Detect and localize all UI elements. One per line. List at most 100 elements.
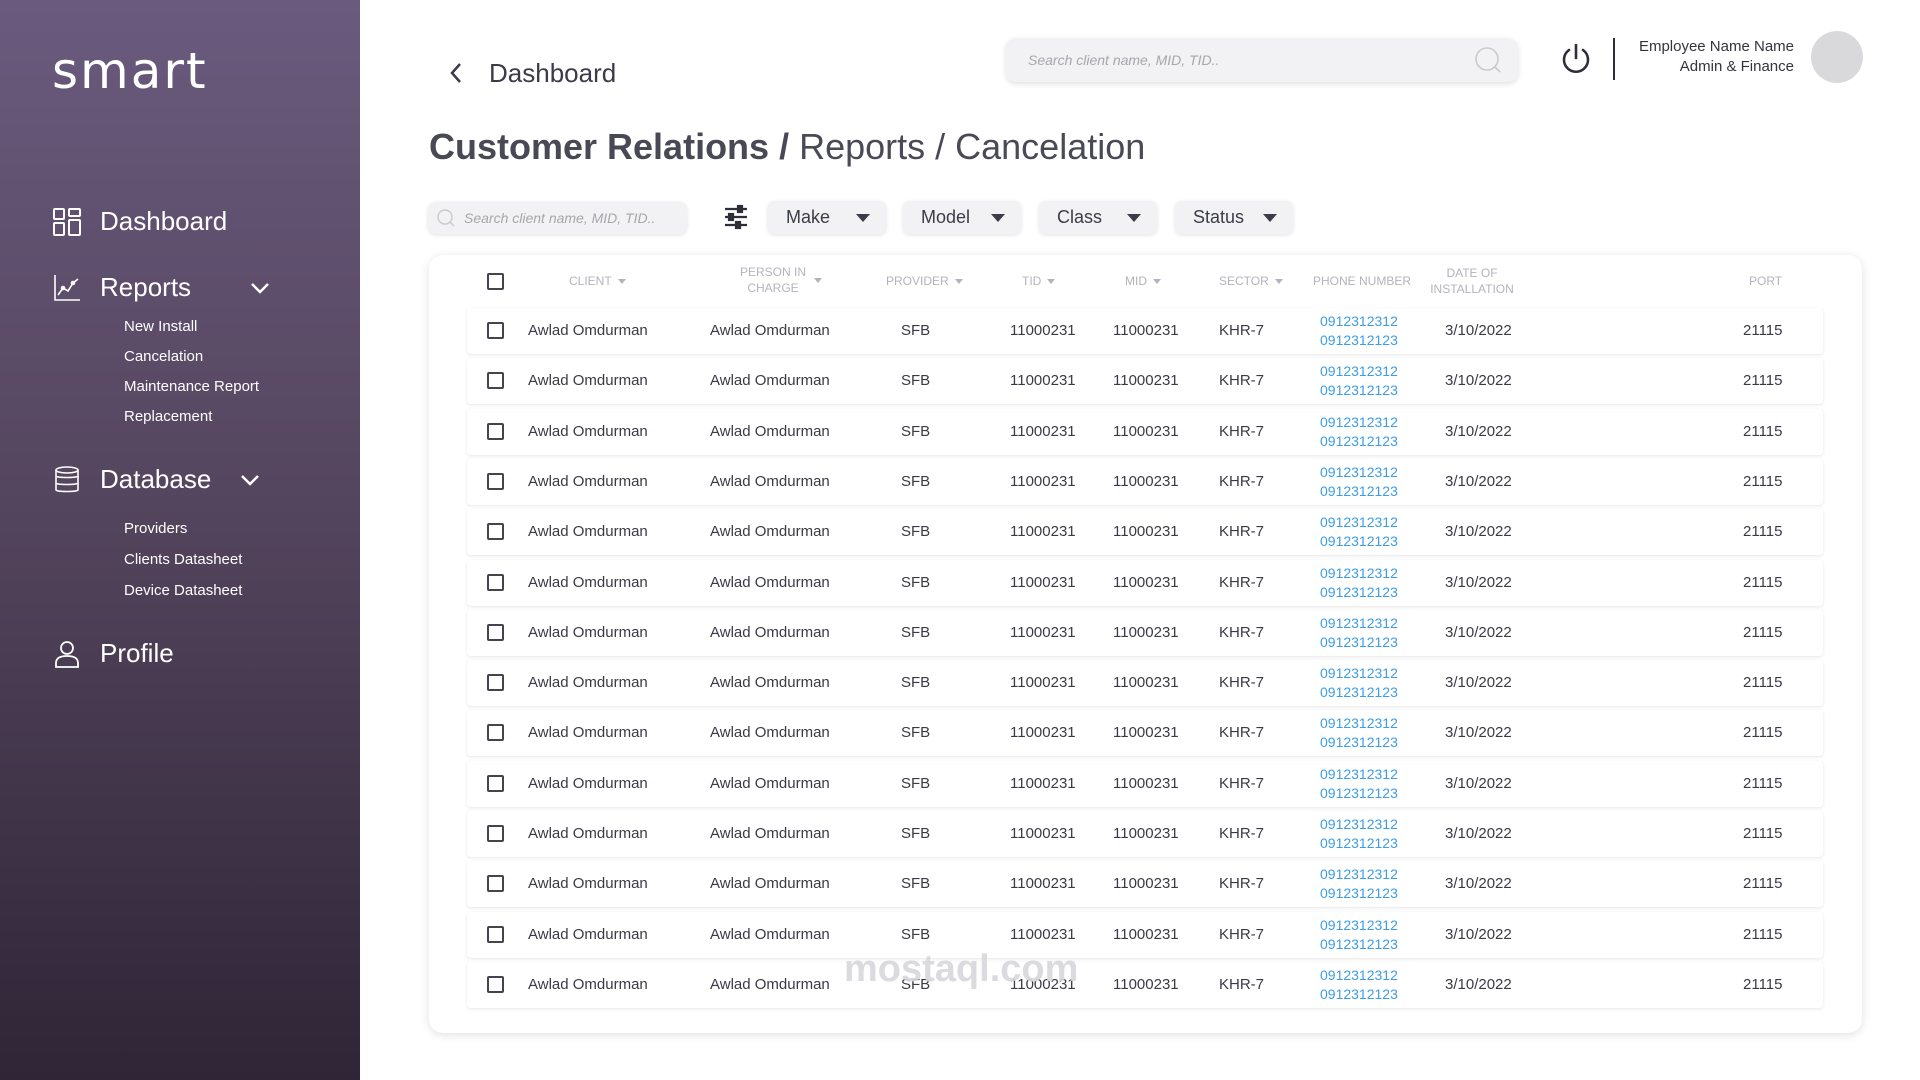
table-row[interactable]: Awlad Omdurman Awlad Omdurman SFB 11000231 1…	[467, 761, 1823, 807]
phone-link[interactable]: 0912312312	[1320, 967, 1398, 983]
sidebar-item-reports[interactable]: Reports	[52, 272, 271, 303]
cell-phone-number[interactable]: 0912312312 0912312123	[1320, 765, 1398, 803]
phone-link[interactable]: 0912312312	[1320, 565, 1398, 581]
global-search[interactable]	[1006, 38, 1518, 82]
table-row[interactable]: Awlad Omdurman Awlad Omdurman SFB 11000231 1…	[467, 560, 1823, 606]
table-row[interactable]: Awlad Omdurman Awlad Omdurman SFB 11000231 1…	[467, 509, 1823, 555]
sidebar-subitem-replacement[interactable]: Replacement	[124, 408, 213, 425]
row-checkbox[interactable]	[487, 976, 504, 993]
phone-link[interactable]: 0912312123	[1320, 382, 1398, 398]
phone-link[interactable]: 0912312312	[1320, 715, 1398, 731]
sidebar-subitem-cancelation[interactable]: Cancelation	[124, 348, 204, 365]
sidebar-subitem-new-install[interactable]: New Install	[124, 318, 198, 335]
cell-phone-number[interactable]: 0912312312 0912312123	[1320, 865, 1398, 903]
chevron-down-icon[interactable]	[239, 469, 261, 491]
column-header-tid[interactable]: TID	[1022, 273, 1056, 289]
table-row[interactable]: Awlad Omdurman Awlad Omdurman SFB 11000231 1…	[467, 962, 1823, 1008]
phone-link[interactable]: 0912312123	[1320, 986, 1398, 1002]
sidebar-subitem-device-datasheet[interactable]: Device Datasheet	[124, 582, 243, 599]
cell-phone-number[interactable]: 0912312312 0912312123	[1320, 564, 1398, 602]
phone-link[interactable]: 0912312123	[1320, 785, 1398, 801]
column-header-sector[interactable]: SECTOR	[1219, 273, 1283, 289]
sidebar-subitem-providers[interactable]: Providers	[124, 520, 188, 537]
row-checkbox[interactable]	[487, 322, 504, 339]
phone-link[interactable]: 0912312312	[1320, 917, 1398, 933]
status-dropdown[interactable]: Status	[1175, 201, 1293, 234]
avatar[interactable]	[1811, 31, 1863, 83]
cell-phone-number[interactable]: 0912312312 0912312123	[1320, 916, 1398, 954]
table-search[interactable]	[428, 202, 687, 234]
class-dropdown[interactable]: Class	[1039, 201, 1157, 234]
phone-link[interactable]: 0912312123	[1320, 734, 1398, 750]
table-row[interactable]: Awlad Omdurman Awlad Omdurman SFB 11000231 1…	[467, 409, 1823, 455]
row-checkbox[interactable]	[487, 926, 504, 943]
row-checkbox[interactable]	[487, 423, 504, 440]
row-checkbox[interactable]	[487, 574, 504, 591]
column-header-provider[interactable]: PROVIDER	[886, 273, 963, 289]
sidebar-item-dashboard[interactable]: Dashboard	[52, 206, 227, 237]
cell-phone-number[interactable]: 0912312312 0912312123	[1320, 614, 1398, 652]
row-checkbox[interactable]	[487, 624, 504, 641]
row-checkbox[interactable]	[487, 724, 504, 741]
phone-link[interactable]: 0912312123	[1320, 533, 1398, 549]
cell-phone-number[interactable]: 0912312312 0912312123	[1320, 664, 1398, 702]
table-row[interactable]: Awlad Omdurman Awlad Omdurman SFB 11000231 1…	[467, 660, 1823, 706]
phone-link[interactable]: 0912312312	[1320, 615, 1398, 631]
phone-link[interactable]: 0912312123	[1320, 634, 1398, 650]
select-all-checkbox[interactable]	[487, 273, 504, 290]
phone-link[interactable]: 0912312123	[1320, 835, 1398, 851]
phone-link[interactable]: 0912312123	[1320, 483, 1398, 499]
phone-link[interactable]: 0912312312	[1320, 866, 1398, 882]
row-checkbox[interactable]	[487, 372, 504, 389]
phone-link[interactable]: 0912312123	[1320, 433, 1398, 449]
table-row[interactable]: Awlad Omdurman Awlad Omdurman SFB 11000231 1…	[467, 710, 1823, 756]
search-icon[interactable]	[1474, 46, 1502, 74]
phone-link[interactable]: 0912312312	[1320, 414, 1398, 430]
chevron-down-icon[interactable]	[249, 277, 271, 299]
cell-phone-number[interactable]: 0912312312 0912312123	[1320, 362, 1398, 400]
cell-phone-number[interactable]: 0912312312 0912312123	[1320, 714, 1398, 752]
phone-link[interactable]: 0912312123	[1320, 885, 1398, 901]
row-checkbox[interactable]	[487, 825, 504, 842]
cell-phone-number[interactable]: 0912312312 0912312123	[1320, 815, 1398, 853]
phone-link[interactable]: 0912312312	[1320, 313, 1398, 329]
table-search-input[interactable]	[464, 202, 684, 234]
table-row[interactable]: Awlad Omdurman Awlad Omdurman SFB 11000231 1…	[467, 811, 1823, 857]
column-header-person[interactable]: PERSON IN CHARGE	[738, 264, 826, 296]
table-row[interactable]: Awlad Omdurman Awlad Omdurman SFB 11000231 1…	[467, 358, 1823, 404]
phone-link[interactable]: 0912312123	[1320, 332, 1398, 348]
column-header-client[interactable]: CLIENT	[569, 273, 626, 289]
chevron-left-icon[interactable]	[446, 60, 466, 86]
phone-link[interactable]: 0912312312	[1320, 363, 1398, 379]
cell-phone-number[interactable]: 0912312312 0912312123	[1320, 463, 1398, 501]
phone-link[interactable]: 0912312123	[1320, 684, 1398, 700]
column-header-mid[interactable]: MID	[1125, 273, 1161, 289]
sidebar-item-database[interactable]: Database	[52, 464, 261, 495]
phone-link[interactable]: 0912312312	[1320, 514, 1398, 530]
row-checkbox[interactable]	[487, 775, 504, 792]
sidebar-subitem-maintenance-report[interactable]: Maintenance Report	[124, 378, 260, 395]
phone-link[interactable]: 0912312312	[1320, 464, 1398, 480]
row-checkbox[interactable]	[487, 523, 504, 540]
make-dropdown[interactable]: Make	[768, 201, 886, 234]
cell-phone-number[interactable]: 0912312312 0912312123	[1320, 312, 1398, 350]
model-dropdown[interactable]: Model	[903, 201, 1021, 234]
power-icon[interactable]	[1560, 42, 1592, 76]
cell-phone-number[interactable]: 0912312312 0912312123	[1320, 513, 1398, 551]
phone-link[interactable]: 0912312123	[1320, 936, 1398, 952]
table-row[interactable]: Awlad Omdurman Awlad Omdurman SFB 11000231 1…	[467, 610, 1823, 656]
sliders-icon[interactable]	[723, 203, 749, 231]
row-checkbox[interactable]	[487, 875, 504, 892]
row-checkbox[interactable]	[487, 473, 504, 490]
sidebar-subitem-clients-datasheet[interactable]: Clients Datasheet	[124, 551, 243, 568]
phone-link[interactable]: 0912312312	[1320, 665, 1398, 681]
row-checkbox[interactable]	[487, 674, 504, 691]
sidebar-item-profile[interactable]: Profile	[52, 638, 174, 669]
global-search-input[interactable]	[1006, 38, 1446, 82]
table-row[interactable]: Awlad Omdurman Awlad Omdurman SFB 11000231 1…	[467, 308, 1823, 354]
table-row[interactable]: Awlad Omdurman Awlad Omdurman SFB 11000231 1…	[467, 912, 1823, 958]
phone-link[interactable]: 0912312123	[1320, 584, 1398, 600]
table-row[interactable]: Awlad Omdurman Awlad Omdurman SFB 11000231 1…	[467, 459, 1823, 505]
cell-phone-number[interactable]: 0912312312 0912312123	[1320, 413, 1398, 451]
cell-phone-number[interactable]: 0912312312 0912312123	[1320, 966, 1398, 1004]
